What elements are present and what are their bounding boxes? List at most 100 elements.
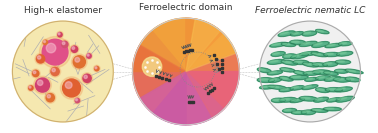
Ellipse shape [279, 97, 297, 102]
Ellipse shape [278, 31, 295, 37]
Circle shape [28, 85, 34, 91]
Ellipse shape [302, 62, 319, 67]
Ellipse shape [327, 98, 341, 102]
Circle shape [39, 37, 71, 68]
Ellipse shape [273, 52, 279, 54]
Ellipse shape [294, 61, 302, 63]
Ellipse shape [291, 76, 301, 78]
Circle shape [36, 54, 45, 64]
Ellipse shape [271, 52, 285, 56]
Circle shape [86, 53, 92, 59]
Ellipse shape [260, 85, 275, 89]
Ellipse shape [335, 69, 349, 73]
Ellipse shape [302, 31, 317, 36]
Circle shape [75, 57, 80, 62]
Wedge shape [186, 53, 239, 118]
Ellipse shape [325, 108, 334, 109]
Ellipse shape [336, 51, 353, 56]
Circle shape [34, 76, 51, 94]
Ellipse shape [282, 68, 289, 70]
Ellipse shape [325, 72, 332, 74]
Ellipse shape [313, 43, 322, 45]
Wedge shape [186, 72, 224, 125]
Text: Ferroelectric domain: Ferroelectric domain [139, 3, 233, 12]
Ellipse shape [323, 62, 338, 67]
Text: Ferroelectric nematic LC: Ferroelectric nematic LC [255, 6, 365, 15]
Wedge shape [152, 18, 186, 72]
Ellipse shape [313, 97, 328, 102]
Ellipse shape [281, 43, 296, 47]
Ellipse shape [312, 63, 328, 67]
Ellipse shape [301, 42, 310, 44]
Circle shape [57, 31, 63, 38]
Circle shape [58, 33, 60, 35]
Ellipse shape [335, 87, 352, 92]
Ellipse shape [316, 29, 329, 34]
Ellipse shape [317, 30, 324, 32]
Ellipse shape [283, 54, 297, 59]
Wedge shape [133, 72, 186, 112]
Ellipse shape [338, 97, 347, 100]
Ellipse shape [312, 42, 329, 47]
Ellipse shape [338, 42, 352, 46]
Ellipse shape [316, 88, 330, 92]
Ellipse shape [281, 98, 290, 100]
Ellipse shape [336, 96, 354, 102]
Ellipse shape [327, 44, 335, 46]
Ellipse shape [280, 32, 288, 34]
Ellipse shape [314, 71, 323, 72]
Ellipse shape [311, 109, 328, 112]
Ellipse shape [268, 85, 287, 89]
Ellipse shape [302, 111, 310, 113]
Wedge shape [140, 72, 212, 125]
Ellipse shape [284, 109, 291, 111]
Ellipse shape [303, 71, 321, 75]
Ellipse shape [270, 86, 279, 88]
Ellipse shape [261, 86, 269, 87]
Ellipse shape [313, 53, 321, 55]
Wedge shape [133, 45, 186, 98]
Text: High-κ elastomer: High-κ elastomer [24, 6, 102, 15]
Ellipse shape [291, 99, 299, 101]
Ellipse shape [268, 78, 282, 82]
Circle shape [82, 73, 93, 84]
Circle shape [84, 75, 87, 79]
Circle shape [94, 66, 100, 72]
Ellipse shape [280, 88, 288, 90]
Ellipse shape [273, 99, 280, 100]
Ellipse shape [290, 98, 305, 103]
Ellipse shape [345, 77, 360, 82]
Circle shape [50, 66, 60, 77]
Ellipse shape [338, 52, 346, 54]
Circle shape [76, 99, 77, 101]
Ellipse shape [305, 72, 314, 73]
Ellipse shape [267, 59, 285, 64]
Ellipse shape [293, 111, 301, 113]
Ellipse shape [305, 77, 318, 81]
Ellipse shape [316, 76, 330, 80]
Circle shape [93, 65, 100, 72]
Ellipse shape [306, 78, 313, 80]
Circle shape [86, 53, 92, 59]
Circle shape [71, 54, 87, 70]
Circle shape [72, 47, 75, 49]
Circle shape [87, 54, 89, 56]
Circle shape [73, 55, 86, 69]
Circle shape [12, 21, 113, 122]
Circle shape [62, 42, 65, 45]
Ellipse shape [282, 108, 297, 113]
Circle shape [32, 70, 40, 77]
Circle shape [42, 39, 49, 46]
Ellipse shape [284, 55, 291, 57]
Circle shape [61, 40, 69, 48]
Ellipse shape [269, 72, 276, 73]
Circle shape [42, 40, 48, 45]
Ellipse shape [290, 40, 305, 45]
Ellipse shape [259, 69, 266, 71]
Circle shape [74, 98, 80, 103]
Circle shape [60, 40, 69, 49]
Circle shape [62, 78, 81, 98]
Circle shape [52, 68, 55, 72]
Circle shape [70, 45, 79, 54]
Circle shape [43, 41, 45, 43]
